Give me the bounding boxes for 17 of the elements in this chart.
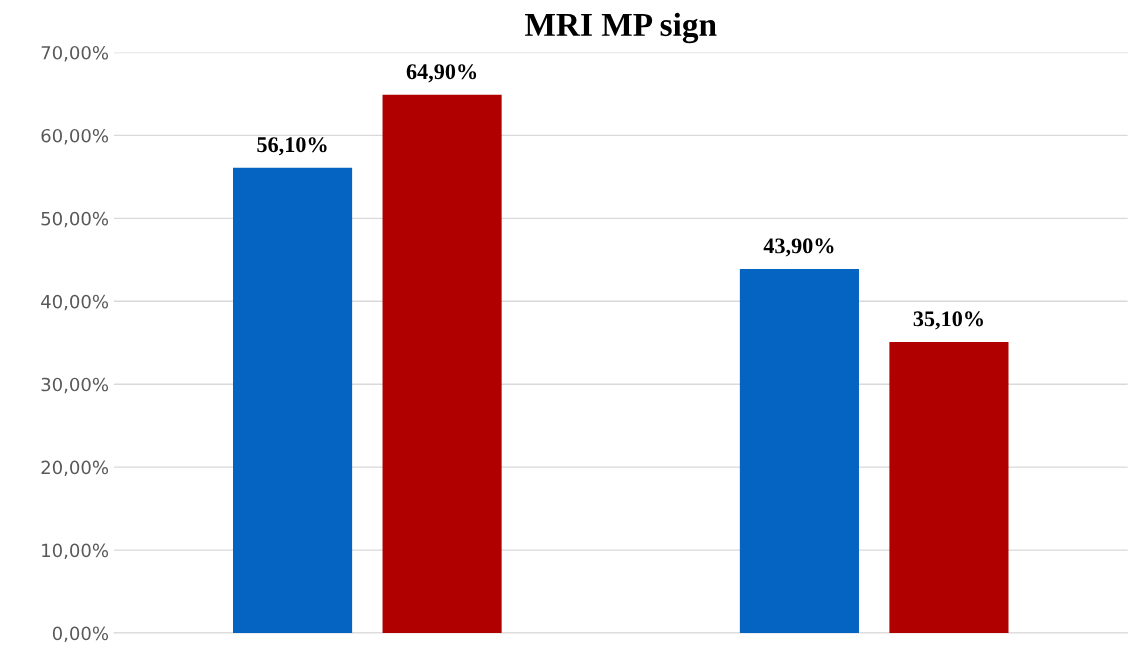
y-tick-label: 60,00% [41, 128, 109, 145]
bar [233, 167, 353, 634]
data-label: 64,90% [406, 64, 477, 83]
bar [382, 94, 502, 634]
y-tick-label: 50,00% [41, 211, 109, 228]
bar [889, 341, 1009, 634]
data-label: 35,10% [913, 311, 983, 330]
chart-title: MRI MP sign [525, 12, 717, 44]
data-label: 43,90% [763, 238, 834, 257]
y-tick-label: 40,00% [41, 294, 109, 311]
y-tick-label: 10,00% [42, 543, 109, 560]
data-label: 56,10% [257, 137, 327, 156]
y-tick-label: 30,00% [41, 377, 109, 394]
y-tick-label: 0,00% [52, 626, 109, 642]
bar [739, 268, 859, 634]
y-tick-label: 20,00% [41, 460, 109, 477]
y-tick-label: 70,00% [41, 45, 109, 62]
